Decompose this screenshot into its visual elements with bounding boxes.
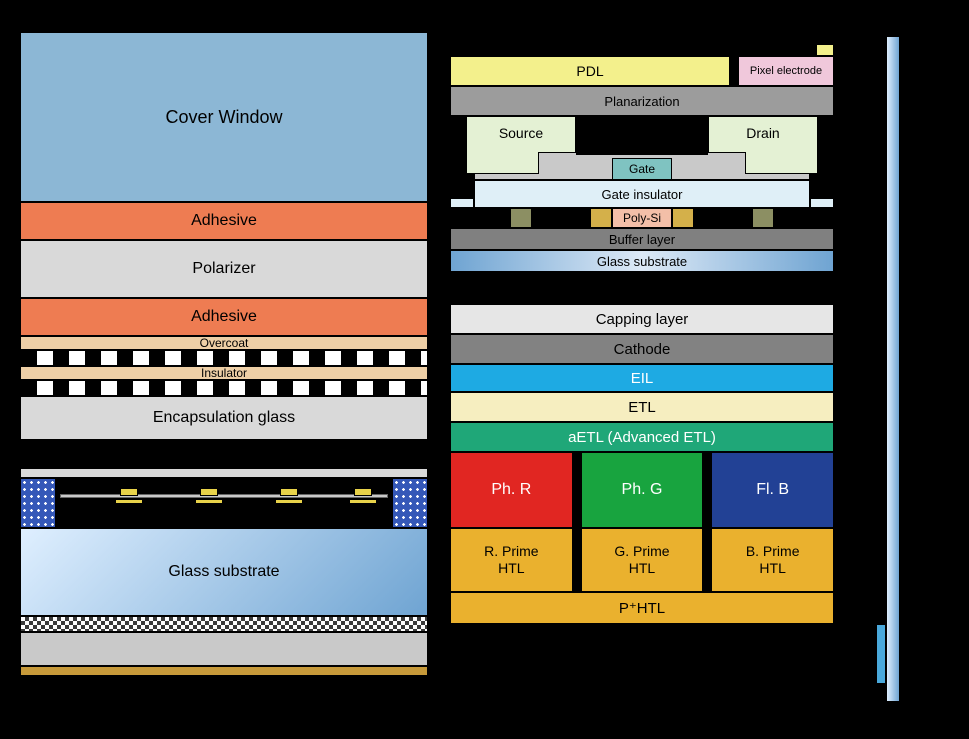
tft-source: Source — [466, 116, 576, 174]
oled-rgb-bot-0: R. Prime HTL — [450, 528, 573, 592]
tft-planarization: Planarization — [450, 86, 834, 116]
glass-substrate: Glass substrate — [20, 528, 428, 616]
left-layer-label-6: Insulator — [201, 366, 247, 380]
left-layer-label-2: Polarizer — [192, 260, 255, 278]
tft-polyside-l — [590, 208, 612, 228]
oled-layer-3: ETL — [450, 392, 834, 422]
tft-polyside-r — [672, 208, 694, 228]
encaps-edge — [20, 468, 428, 478]
left-layer-4: Overcoat — [20, 336, 428, 350]
oled-rgb-top-0: Ph. R — [450, 452, 573, 528]
oled-layer-4: aETL (Advanced ETL) — [450, 422, 834, 452]
chip-3 — [354, 488, 372, 496]
tft-planarization-label: Planarization — [604, 94, 679, 109]
tft-gi-end-r — [810, 198, 834, 208]
oled-rgb-bot-2: B. Prime HTL — [711, 528, 834, 592]
tft-drain: Drain — [708, 116, 818, 174]
left-layer-2: Polarizer — [20, 240, 428, 298]
tft-polysi-label: Poly-Si — [623, 211, 661, 225]
base-black — [20, 676, 428, 682]
oled-layer-label-4: aETL (Advanced ETL) — [568, 429, 716, 446]
oled-rgb-top-2: Fl. B — [711, 452, 834, 528]
oled-rgb-top-label-2: Fl. B — [756, 481, 789, 499]
chip-2 — [280, 488, 298, 496]
oled-layer-1: Cathode — [450, 334, 834, 364]
oled-rgb-top-1: Ph. G — [581, 452, 704, 528]
left-layer-7 — [20, 380, 428, 396]
left-layer-3: Adhesive — [20, 298, 428, 336]
tft-source-label: Source — [499, 125, 543, 141]
tft-buffer-label: Buffer layer — [609, 232, 675, 247]
tft-pixel-electrode-label: Pixel electrode — [750, 65, 822, 77]
left-layer-6: Insulator — [20, 366, 428, 380]
left-layer-5 — [20, 350, 428, 366]
tft-source-notch — [538, 152, 576, 174]
base-gold — [20, 666, 428, 676]
oled-rgb-bot-label-0: R. Prime HTL — [484, 543, 538, 577]
oled-layer-label-3: ETL — [628, 399, 656, 416]
left-layer-8: Encapsulation glass — [20, 396, 428, 440]
tft-polysi: Poly-Si — [612, 208, 672, 228]
frit-0 — [20, 478, 56, 528]
tft-pixel-electrode: Pixel electrode — [738, 56, 834, 86]
oled-rgb-sep-1 — [703, 452, 711, 592]
chip-1 — [200, 488, 218, 496]
tft-stub-l — [510, 208, 532, 228]
left-layer-1: Adhesive — [20, 202, 428, 240]
oled-rgb-bot-label-2: B. Prime HTL — [746, 543, 800, 577]
left-layer-0: Cover Window — [20, 32, 428, 202]
chip-0 — [120, 488, 138, 496]
oled-rgb-bot-1: G. Prime HTL — [581, 528, 704, 592]
base-gray — [20, 632, 428, 666]
left-layer-label-4: Overcoat — [200, 336, 249, 350]
oled-layer-0: Capping layer — [450, 304, 834, 334]
tft-stub-r — [752, 208, 774, 228]
oled-layer-label-2: EIL — [631, 370, 654, 387]
frit-1 — [392, 478, 428, 528]
oled-rgb-sep-0 — [573, 452, 581, 592]
tft-drain-label: Drain — [746, 125, 779, 141]
oled-layer-label-1: Cathode — [614, 341, 671, 358]
tft-gi-label: Gate insulator — [602, 187, 683, 202]
oled-phtl: P⁺HTL — [450, 592, 834, 624]
side-bar-outer — [886, 36, 900, 702]
left-layer-label-0: Cover Window — [165, 107, 282, 128]
oled-layer-label-0: Capping layer — [596, 311, 689, 328]
oled-rgb-top-label-0: Ph. R — [491, 481, 531, 499]
left-layer-label-1: Adhesive — [191, 212, 257, 230]
chip-pad-1 — [196, 500, 222, 503]
tft-buffer: Buffer layer — [450, 228, 834, 250]
oled-phtl-label: P⁺HTL — [619, 599, 665, 617]
tft-gate: Gate — [612, 158, 672, 180]
tft-gate-label: Gate — [629, 162, 655, 176]
oled-layer-2: EIL — [450, 364, 834, 392]
left-layer-label-3: Adhesive — [191, 308, 257, 326]
tft-pdl-label: PDL — [576, 63, 603, 79]
left-layer-label-8: Encapsulation glass — [153, 409, 295, 427]
tft-gi: Gate insulator — [474, 180, 810, 208]
chip-pad-0 — [116, 500, 142, 503]
tft-glass-label: Glass substrate — [597, 254, 687, 269]
plate — [60, 494, 388, 498]
tft-pdl-tab — [816, 44, 834, 56]
tft-drain-notch — [708, 152, 746, 174]
glass-substrate-label: Glass substrate — [168, 563, 279, 581]
oled-rgb-bot-label-1: G. Prime HTL — [614, 543, 669, 577]
tft-gi-end-l — [450, 198, 474, 208]
chip-pad-3 — [350, 500, 376, 503]
chip-pad-2 — [276, 500, 302, 503]
side-bar-inner — [876, 624, 886, 684]
tft-glass: Glass substrate — [450, 250, 834, 272]
base-checker — [20, 616, 428, 632]
tft-pdl: PDL — [450, 56, 730, 86]
oled-rgb-top-label-1: Ph. G — [622, 481, 663, 499]
